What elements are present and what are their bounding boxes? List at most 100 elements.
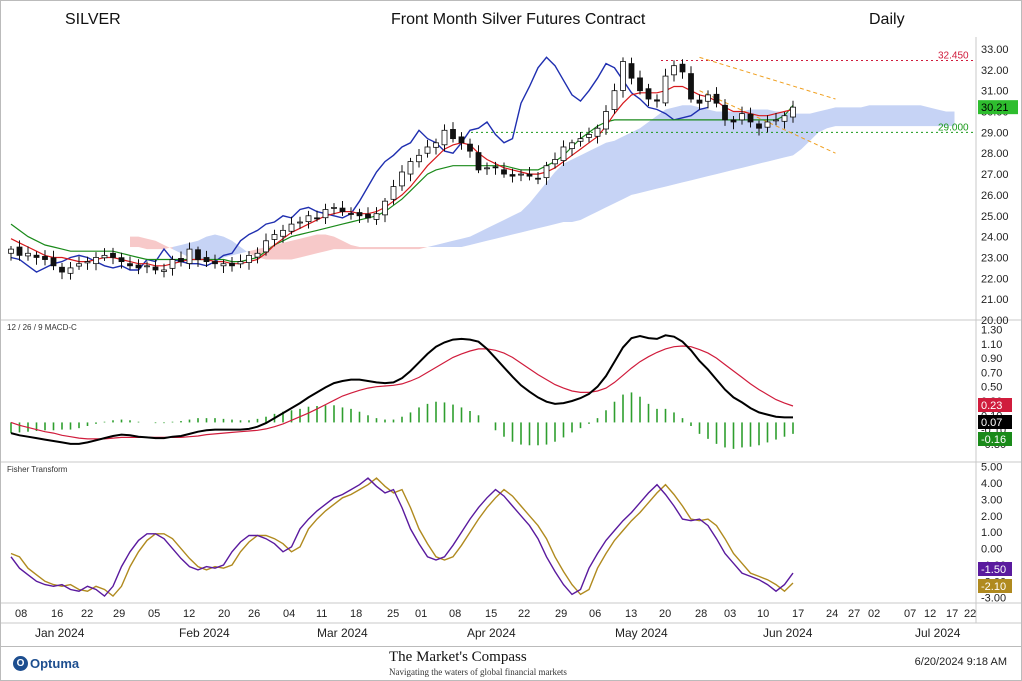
ichimoku-cloud-bullish (606, 140, 615, 208)
ichimoku-cloud-bullish (733, 111, 742, 170)
macd-axis-tick: 0.70 (981, 367, 1002, 379)
candle-up (25, 252, 31, 257)
candle-down (467, 143, 473, 152)
publisher-tagline: Navigating the waters of global financia… (389, 667, 567, 677)
candle-up (739, 113, 745, 121)
candle-up (416, 154, 422, 163)
ichimoku-cloud-bullish (861, 105, 870, 127)
ichimoku-cloud-bullish (725, 111, 734, 172)
x-day-tick: 08 (449, 608, 461, 620)
candle-up (662, 75, 669, 104)
candle-up (594, 127, 601, 137)
candle-up (169, 259, 176, 269)
ichimoku-cloud-bullish (461, 236, 470, 248)
macd-value-tag-histogram (978, 432, 1012, 446)
x-day-tick: 16 (51, 608, 63, 620)
x-day-tick: 29 (113, 608, 125, 620)
ichimoku-cloud-bullish (793, 113, 802, 156)
ichimoku-cloud-bearish (359, 247, 368, 250)
ichimoku-cloud-bullish (878, 105, 887, 127)
candle-up (560, 146, 567, 161)
price-axis-tick: 33.00 (981, 44, 1009, 56)
x-day-tick: 20 (659, 608, 671, 620)
candle-up (611, 90, 618, 110)
candle-up (246, 254, 252, 263)
candle-down (535, 177, 541, 180)
price-axis-tick: 23.00 (981, 252, 1009, 264)
ichimoku-cloud-bearish (351, 244, 360, 250)
candle-down (730, 119, 737, 123)
ichimoku-cloud-bearish (385, 247, 394, 250)
candle-up (186, 248, 193, 264)
price-axis-tick: 31.00 (981, 86, 1009, 98)
ichimoku-cloud-bullish (223, 236, 232, 258)
chart-title: Front Month Silver Futures Contract (391, 11, 646, 28)
fisher-axis-tick: 4.00 (981, 478, 1002, 490)
candle-down (713, 93, 720, 104)
candle-up (433, 142, 439, 148)
price-axis-tick: 22.00 (981, 273, 1009, 285)
ichimoku-cloud-bullish (597, 142, 606, 212)
last-price-tag-bg (978, 100, 1018, 115)
candle-up (382, 200, 388, 216)
x-day-tick: 04 (283, 608, 295, 620)
ichimoku-cloud-bullish (589, 146, 598, 216)
ichimoku-cloud-bullish (623, 132, 632, 200)
candle-down (118, 257, 125, 263)
macd-axis-tick: 0.90 (981, 353, 1002, 365)
price-axis-tick: 21.00 (981, 294, 1009, 306)
candle-down (229, 262, 235, 267)
ichimoku-cloud-bearish (334, 236, 343, 250)
ichimoku-cloud-bullish (546, 171, 555, 227)
candle-down (203, 257, 210, 263)
candle-up (144, 265, 150, 268)
fisher-axis-tick: 3.00 (981, 494, 1002, 506)
x-month-label: May 2024 (615, 626, 668, 640)
ichimoku-cloud-bullish (929, 107, 938, 127)
fisher-value-label-trigger: -2.10 (981, 581, 1006, 593)
x-day-tick: 07 (904, 608, 916, 620)
ichimoku-cloud-bullish (487, 224, 496, 241)
x-day-tick: 20 (218, 608, 230, 620)
candle-up (518, 173, 524, 176)
candle-up (484, 167, 490, 170)
candle-down (747, 113, 754, 123)
candle-up (305, 215, 312, 223)
ichimoku-cloud-bullish (640, 121, 649, 193)
x-month-label: Jan 2024 (35, 626, 85, 640)
ichimoku-cloud-bullish (512, 211, 521, 235)
ichimoku-cloud-bullish (903, 105, 912, 127)
candle-down (492, 166, 499, 169)
candle-up (220, 263, 227, 267)
ichimoku-cloud-bullish (580, 151, 589, 220)
x-day-tick: 08 (15, 608, 27, 620)
x-day-tick: 17 (946, 608, 958, 620)
candle-down (110, 252, 116, 258)
x-day-tick: 05 (148, 608, 160, 620)
candle-down (509, 174, 516, 177)
candle-down (654, 99, 660, 102)
publisher-block: The Market's Compass Navigating the wate… (389, 649, 567, 677)
ichimoku-cloud-bullish (674, 105, 683, 185)
candle-down (356, 212, 363, 217)
fisher-line (10, 477, 794, 598)
candle-up (280, 229, 286, 237)
ichimoku-cloud-bearish (300, 236, 309, 258)
fisher-axis-tick: 0.00 (981, 544, 1002, 556)
candle-up (399, 171, 405, 187)
chart-canvas[interactable]: 12 / 26 / 9 MACD-C Fisher Transform 33.0… (1, 1, 1021, 646)
candle-down (696, 99, 703, 104)
candle-down (526, 173, 533, 177)
price-axis-tick: 32.00 (981, 65, 1009, 77)
candle-down (637, 77, 643, 92)
ichimoku-cloud-bullish (206, 234, 215, 260)
candle-up (407, 161, 414, 175)
macd-axis-tick: 1.10 (981, 339, 1002, 351)
x-month-label: Mar 2024 (317, 626, 368, 640)
x-day-tick: 29 (555, 608, 567, 620)
interval-label[interactable]: Daily (869, 11, 905, 28)
x-day-tick: 12 (183, 608, 195, 620)
candle-up (254, 252, 261, 258)
price-axis-tick: 26.00 (981, 190, 1009, 202)
candle-up (101, 254, 108, 259)
